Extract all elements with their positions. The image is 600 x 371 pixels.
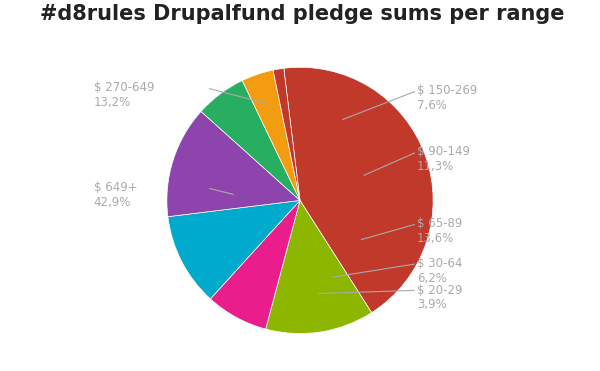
Wedge shape [201,81,300,200]
Text: $ 20-29: $ 20-29 [417,284,463,297]
Text: $ 30-64: $ 30-64 [417,257,463,270]
Text: 42,9%: 42,9% [94,196,131,209]
Text: 13,6%: 13,6% [417,232,454,245]
Text: 6,2%: 6,2% [417,272,447,285]
Wedge shape [211,200,300,329]
Text: #d8rules Drupalfund pledge sums per range: #d8rules Drupalfund pledge sums per rang… [40,4,565,24]
Wedge shape [167,111,300,217]
Text: 11,3%: 11,3% [417,160,454,173]
Text: 3,9%: 3,9% [417,298,447,311]
Wedge shape [284,67,433,313]
Text: $ 90-149: $ 90-149 [417,145,470,158]
Text: $ 649+: $ 649+ [94,181,137,194]
Wedge shape [266,200,371,334]
Wedge shape [242,70,300,200]
Text: 7,6%: 7,6% [417,99,447,112]
Wedge shape [273,68,300,200]
Text: $ 65-89: $ 65-89 [417,217,463,230]
Text: $ 150-269: $ 150-269 [417,84,478,97]
Text: $ 270-649: $ 270-649 [94,82,154,95]
Wedge shape [168,200,300,299]
Text: 13,2%: 13,2% [94,96,131,109]
